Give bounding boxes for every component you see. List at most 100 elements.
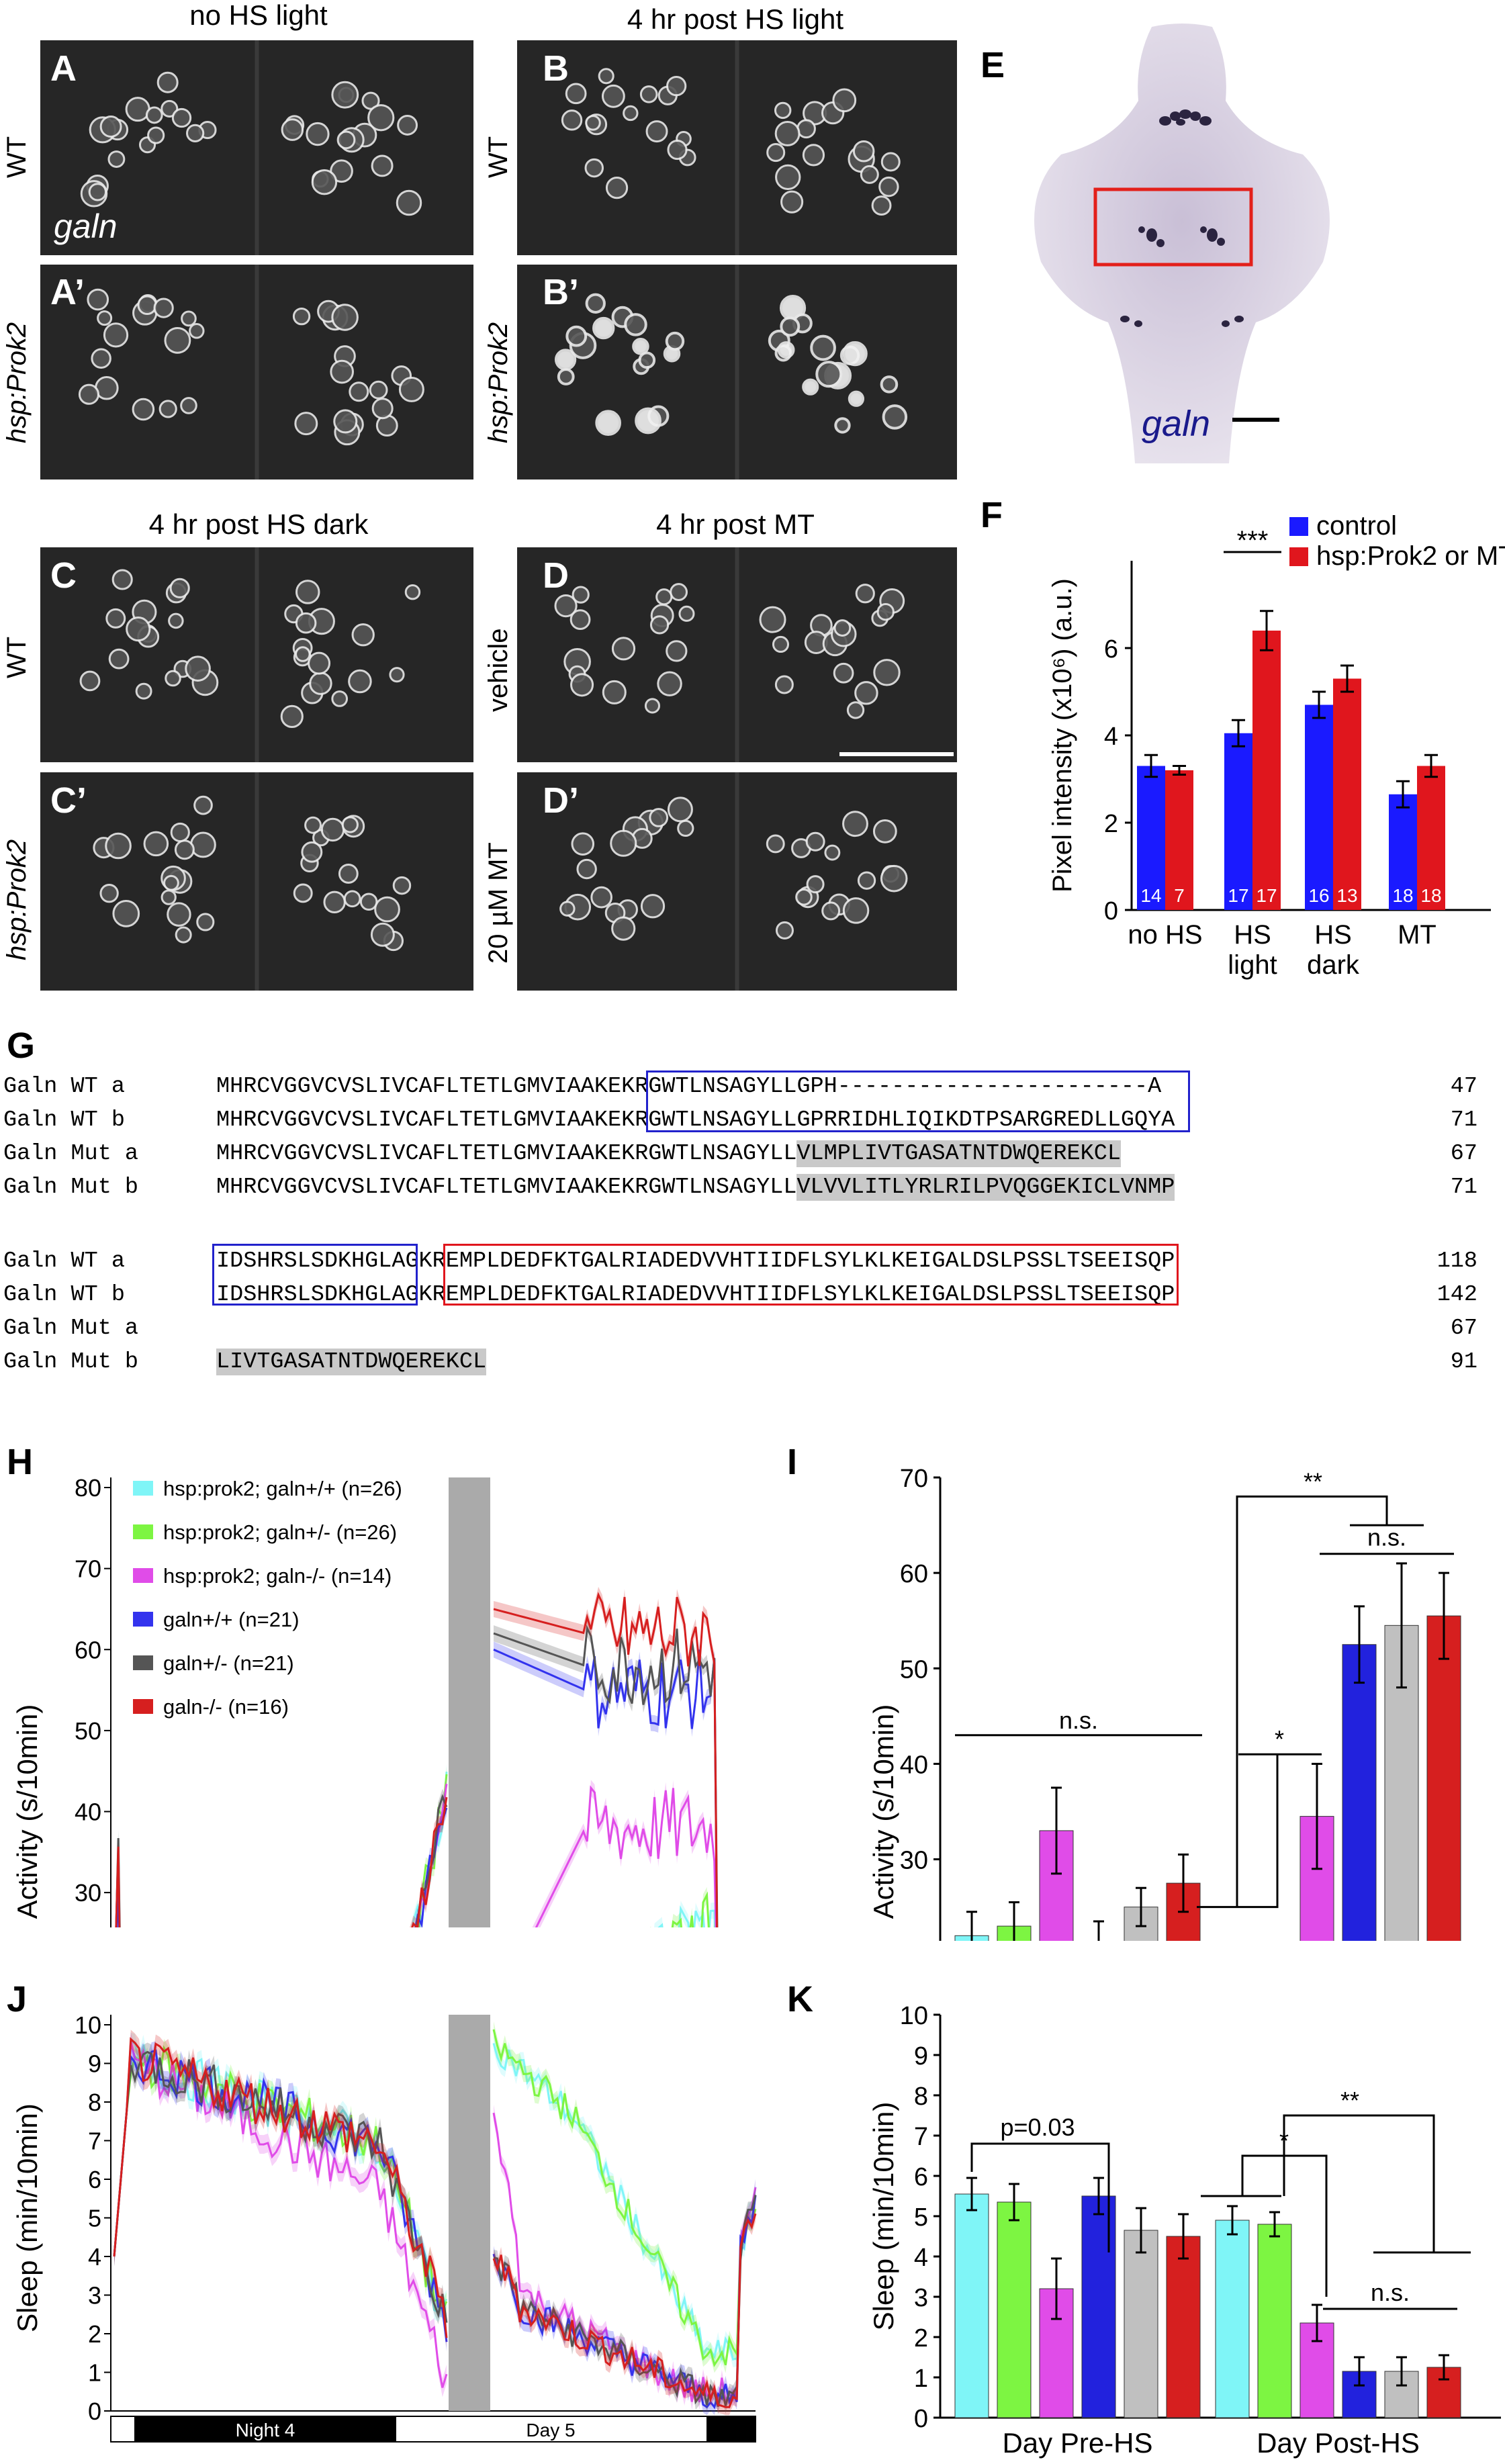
f-bar <box>1165 770 1193 910</box>
h-trace-pre-sem <box>116 1766 447 1927</box>
k-bar <box>1166 2236 1201 2418</box>
j-trace-pre-sem <box>114 2041 447 2352</box>
j-night-label: Night 4 <box>236 2420 295 2440</box>
micrograph-a <box>40 40 473 255</box>
f-n-label: 18 <box>1392 885 1413 906</box>
f-bar <box>1333 678 1361 910</box>
alignment-row-length: 142 <box>1436 1282 1477 1308</box>
k-y-tick-label: 10 <box>900 2002 928 2030</box>
panel-label-k: K <box>787 1979 813 2019</box>
f-bar <box>1137 766 1165 910</box>
h-legend-swatch <box>133 1481 153 1496</box>
h-y-tick-label: 60 <box>75 1636 101 1663</box>
j-trace-post-sem <box>494 2205 756 2416</box>
j-y-tick-label: 1 <box>88 2359 101 2387</box>
f-y-tick-label: 6 <box>1104 635 1118 664</box>
f-sig-label: *** <box>1237 526 1269 555</box>
j-y-tick-label: 8 <box>88 2089 101 2116</box>
i-y-tick-label: 30 <box>900 1847 928 1875</box>
micrograph-b-prime <box>517 265 957 480</box>
bar-chart-i: 010203040506070Activity (s/10min)Day Pre… <box>868 1465 1461 1941</box>
j-y-tick-label: 0 <box>88 2398 101 2425</box>
h-trace-pre <box>115 1774 448 1927</box>
h-trace-post <box>535 1785 717 1927</box>
j-heatshock-bar <box>449 2015 490 2411</box>
f-n-label: 7 <box>1174 885 1185 906</box>
panel-label-h: H <box>7 1442 33 1482</box>
f-bar <box>1252 631 1281 910</box>
k-bar <box>1215 2220 1250 2418</box>
frameshift-highlight <box>796 1174 1175 1201</box>
i-sig-double-line <box>1236 1495 1388 1907</box>
mature-peptide-box-2 <box>212 1244 418 1306</box>
k-sig-p-line <box>970 2142 1110 2252</box>
panel-label-g: G <box>7 1025 36 1066</box>
panel-label-b-prime: B’ <box>543 272 579 312</box>
h-trace-post <box>493 1625 719 1927</box>
k-y-tick-label: 9 <box>914 2042 928 2070</box>
alignment-row-name: Galn Mut b <box>3 1175 139 1200</box>
h-trace-post <box>657 1905 716 1927</box>
i-sig-ns1: n.s. <box>1059 1706 1098 1734</box>
f-bar <box>1224 733 1252 910</box>
f-bar <box>1305 704 1333 910</box>
k-x-tick-label: Day Pre-HS <box>1002 2427 1152 2459</box>
j-trace-pre-sem <box>114 2042 447 2332</box>
h-heatshock-bar <box>449 1477 490 1927</box>
h-y-tick-label: 50 <box>75 1717 101 1745</box>
k-bar <box>997 2201 1032 2418</box>
f-legend-swatch <box>1289 517 1308 536</box>
k-sig-p: p=0.03 <box>1000 2113 1075 2141</box>
k-y-tick-label: 1 <box>914 2365 928 2393</box>
alignment-row-name: Galn WT b <box>3 1282 125 1308</box>
j-trace-post <box>492 2029 757 2367</box>
micrograph-c <box>40 547 473 762</box>
h-trace-pre <box>115 1772 448 1927</box>
alignment-row-name: Galn Mut b <box>3 1349 139 1375</box>
f-x-tick-label: MT <box>1398 920 1436 950</box>
h-legend-label: galn+/- (n=21) <box>163 1651 294 1675</box>
panel-label-a: A <box>50 48 77 89</box>
i-bar <box>1426 1615 1461 1941</box>
frameshift-highlight <box>216 1349 486 1375</box>
f-n-label: 14 <box>1140 885 1161 906</box>
i-sig-ns2: n.s. <box>1367 1524 1406 1551</box>
i-sig-star-line <box>1197 1754 1279 1909</box>
column-title-a: no HS light <box>189 0 328 31</box>
j-trace-post-sem <box>494 2187 756 2416</box>
f-x-tick-label: HS <box>1314 920 1352 950</box>
bar-chart-f: 0 2 4 6 Pixel intensity (x10⁶) (a.u.) 14 7 no H… <box>1048 511 1505 980</box>
f-x-tick-label: light <box>1228 950 1277 980</box>
k-y-tick-label: 3 <box>914 2284 928 2312</box>
alignment-row-length: 71 <box>1450 1107 1477 1133</box>
h-y-axis-label: Activity (s/10min) <box>11 1704 43 1919</box>
alignment-row-sequence: IDSHRSLSDKHGLAGKREMPLDEDFKTGALRIADEDVVHT… <box>216 1282 1175 1308</box>
j-day-label: Day 5 <box>526 2420 575 2440</box>
micrograph-c-prime <box>40 772 473 991</box>
h-legend-label: hsp:prok2; galn-/- (n=14) <box>163 1564 392 1588</box>
alignment-row-name: Galn WT b <box>3 1107 125 1133</box>
f-legend-swatch <box>1289 547 1308 566</box>
h-y-tick-label: 80 <box>75 1474 101 1502</box>
h-legend-swatch <box>133 1699 153 1714</box>
j-night-bar-2 <box>706 2416 756 2442</box>
j-y-tick-label: 4 <box>88 2243 101 2271</box>
f-bar <box>1417 766 1445 910</box>
micrograph-d <box>517 547 957 762</box>
k-y-tick-label: 4 <box>914 2244 928 2272</box>
h-trace-pre <box>116 1807 448 1927</box>
frameshift-highlight <box>796 1140 1121 1167</box>
alignment-row-name: Galn WT a <box>3 1074 125 1099</box>
f-n-label: 17 <box>1228 885 1248 906</box>
in-situ-image-e <box>1034 24 1330 463</box>
k-sig-double-line <box>1283 2114 1435 2252</box>
gene-label-galn: galn <box>54 208 118 245</box>
gmap-box <box>443 1244 1179 1306</box>
k-sig-ns: n.s. <box>1371 2279 1410 2306</box>
i-y-tick-label: 70 <box>900 1465 928 1493</box>
f-n-label: 13 <box>1336 885 1357 906</box>
h-legend-label: hsp:prok2; galn+/- (n=26) <box>163 1520 397 1544</box>
alignment-row-sequence: IDSHRSLSDKHGLAGKREMPLDEDFKTGALRIADEDVVHT… <box>216 1248 1175 1274</box>
panel-label-c: C <box>50 555 77 596</box>
j-trace-post <box>492 2195 757 2410</box>
